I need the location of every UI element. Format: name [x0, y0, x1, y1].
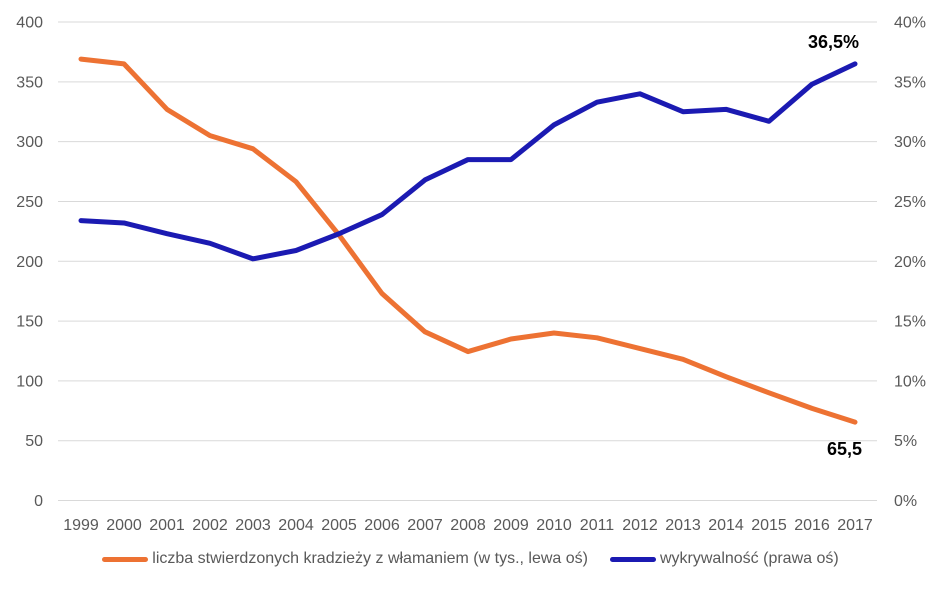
x-axis-label: 2004: [278, 517, 314, 534]
legend-item-detection-rate: wykrywalność (prawa oś): [609, 550, 839, 568]
x-axis-label: 2002: [192, 517, 228, 534]
right-axis-tick: 15%: [894, 314, 926, 331]
x-axis-label: 2013: [665, 517, 701, 534]
data-label-detection-rate: 36,5%: [808, 32, 859, 52]
x-axis-label: 2012: [622, 517, 658, 534]
series-line-0: [78, 56, 858, 425]
left-axis-tick: 200: [16, 254, 43, 271]
x-axis-label: 2005: [321, 517, 357, 534]
series-line-1: [78, 61, 858, 262]
left-axis-tick: 250: [16, 194, 43, 211]
right-axis-tick: 20%: [894, 254, 926, 271]
data-label-burglaries: 65,5: [827, 439, 862, 459]
left-axis-tick: 300: [16, 134, 43, 151]
legend-line-sample-blue: [609, 556, 656, 562]
legend-label-detection-rate: wykrywalność (prawa oś): [659, 550, 839, 567]
legend-label-burglaries: liczba stwierdzonych kradzieży z włamani…: [152, 550, 588, 567]
x-axis-label: 2001: [149, 517, 185, 534]
x-axis-label: 2000: [106, 517, 142, 534]
right-axis-tick: 40%: [894, 15, 926, 32]
left-axis-tick: 350: [16, 74, 43, 91]
x-axis-label: 2011: [580, 517, 615, 534]
legend-line-sample-orange: [102, 556, 149, 562]
left-axis-tick: 100: [16, 373, 43, 390]
x-axis-label: 2015: [751, 517, 787, 534]
right-axis-tick: 35%: [894, 74, 926, 91]
x-axis-label: 2003: [235, 517, 271, 534]
x-axis-label: 2008: [450, 517, 486, 534]
x-axis-label: 2007: [407, 517, 443, 534]
x-axis-label: 1999: [63, 517, 99, 534]
left-axis-tick: 400: [16, 15, 43, 32]
x-axis-label: 2006: [364, 517, 400, 534]
left-axis-tick: 0: [34, 493, 43, 510]
left-axis-tick: 50: [25, 433, 43, 450]
x-axis-label: 2009: [493, 517, 529, 534]
left-axis-tick: 150: [16, 314, 43, 331]
x-axis-label: 2010: [536, 517, 572, 534]
right-axis-tick: 5%: [894, 433, 917, 450]
right-axis-tick: 0%: [894, 493, 917, 510]
dual-axis-line-chart: 0 50 100 150 200 250 300 350 400 0% 5% 10% 15% 20% 25%…: [16, 15, 926, 535]
x-axis-label: 2016: [794, 517, 830, 534]
x-axis-label: 2017: [837, 517, 873, 534]
legend-item-burglaries: liczba stwierdzonych kradzieży z włamani…: [102, 550, 588, 568]
x-axis-label: 2014: [708, 517, 744, 534]
right-axis-tick: 30%: [894, 134, 926, 151]
right-axis-tick: 25%: [894, 194, 926, 211]
right-axis-tick: 10%: [894, 373, 926, 390]
chart-legend: liczba stwierdzonych kradzieży z włamani…: [0, 550, 941, 568]
